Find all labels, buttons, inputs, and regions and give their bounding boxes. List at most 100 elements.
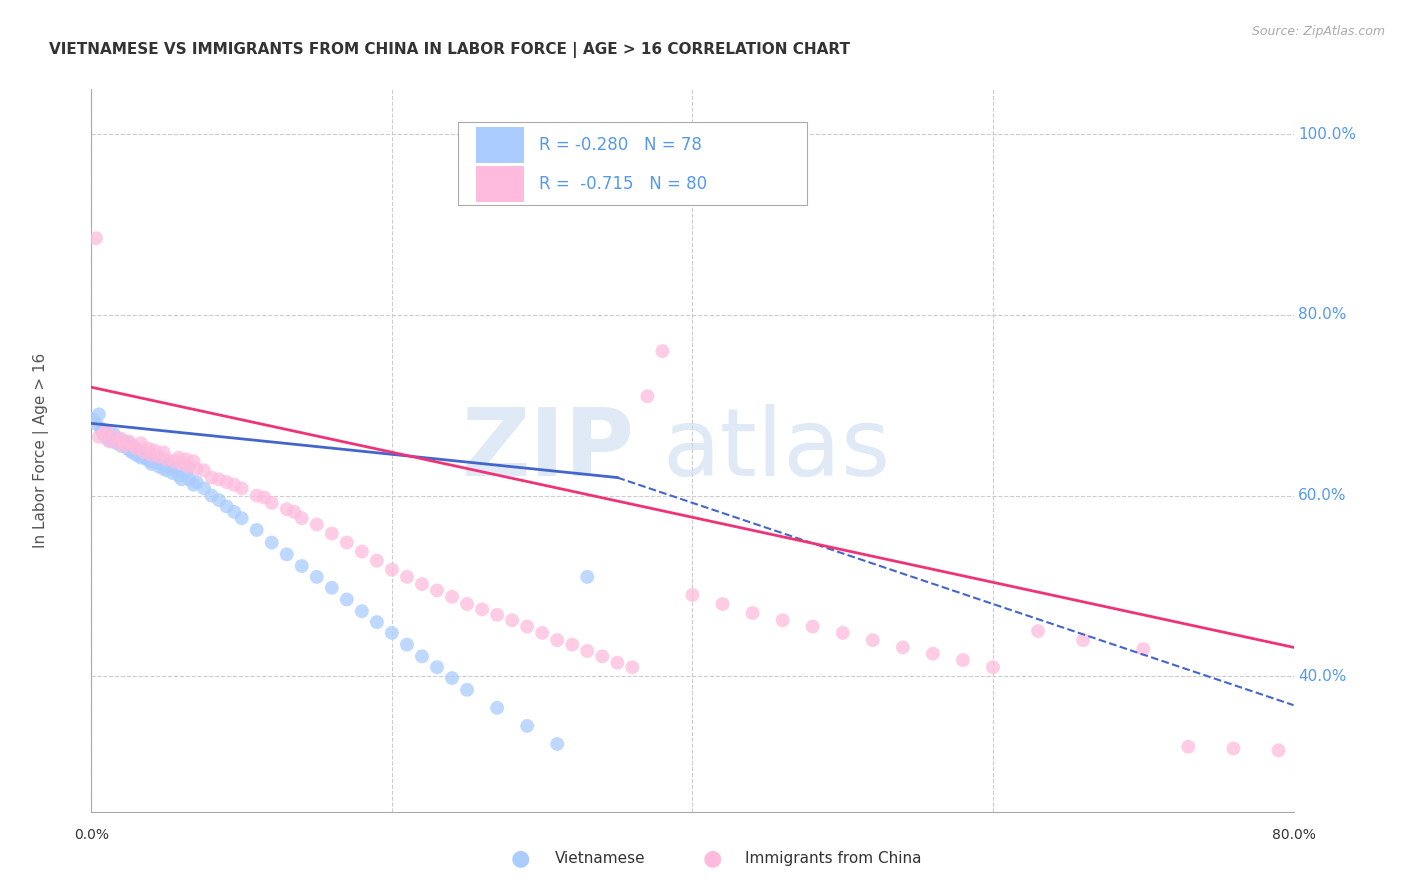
Point bbox=[114, 436, 136, 450]
Point bbox=[193, 463, 215, 477]
Point bbox=[141, 457, 163, 471]
Point bbox=[162, 466, 184, 480]
Point bbox=[138, 448, 160, 462]
Text: R = -0.280   N = 78: R = -0.280 N = 78 bbox=[538, 136, 702, 154]
Point bbox=[276, 502, 298, 516]
Point bbox=[159, 457, 181, 471]
Point bbox=[1026, 624, 1049, 638]
Point bbox=[111, 434, 134, 449]
Point bbox=[141, 448, 163, 462]
Point bbox=[170, 472, 193, 486]
Point bbox=[163, 454, 186, 468]
Point bbox=[336, 535, 359, 549]
Point bbox=[336, 592, 359, 607]
Point bbox=[148, 459, 170, 474]
Point bbox=[922, 647, 945, 661]
Point bbox=[395, 638, 418, 652]
Point bbox=[546, 737, 568, 751]
Point bbox=[772, 613, 794, 627]
Point bbox=[440, 590, 463, 604]
Text: ●: ● bbox=[703, 848, 723, 868]
Point bbox=[143, 450, 166, 465]
Point bbox=[516, 719, 538, 733]
Point bbox=[426, 583, 449, 598]
Point bbox=[606, 656, 628, 670]
Point bbox=[174, 452, 197, 467]
Point bbox=[149, 454, 172, 468]
Point bbox=[132, 445, 155, 459]
Point bbox=[93, 427, 115, 442]
Point bbox=[456, 597, 478, 611]
Point bbox=[486, 701, 509, 715]
Point bbox=[350, 604, 373, 618]
Point bbox=[94, 425, 117, 440]
Point bbox=[165, 461, 187, 475]
Point bbox=[862, 633, 884, 648]
Point bbox=[411, 649, 433, 664]
Point bbox=[246, 489, 269, 503]
Text: Source: ZipAtlas.com: Source: ZipAtlas.com bbox=[1251, 25, 1385, 38]
Point bbox=[128, 448, 150, 462]
Point bbox=[136, 452, 159, 467]
Point bbox=[305, 517, 328, 532]
Point bbox=[981, 660, 1004, 674]
Point bbox=[167, 468, 190, 483]
FancyBboxPatch shape bbox=[458, 121, 807, 205]
Point bbox=[114, 439, 136, 453]
Point bbox=[651, 344, 673, 359]
Point bbox=[152, 461, 174, 475]
Point bbox=[1177, 739, 1199, 754]
Text: 100.0%: 100.0% bbox=[1298, 127, 1355, 142]
Point bbox=[82, 412, 104, 426]
Text: ●: ● bbox=[510, 848, 530, 868]
FancyBboxPatch shape bbox=[477, 127, 524, 163]
Point bbox=[118, 436, 141, 450]
Point bbox=[122, 441, 145, 455]
Text: 0.0%: 0.0% bbox=[75, 828, 108, 842]
Point bbox=[120, 443, 142, 458]
Point bbox=[1267, 743, 1289, 757]
Point bbox=[124, 445, 146, 459]
Point bbox=[426, 660, 449, 674]
Point bbox=[411, 577, 433, 591]
Point bbox=[305, 570, 328, 584]
Point bbox=[350, 544, 373, 558]
Point bbox=[110, 439, 132, 453]
Point bbox=[456, 682, 478, 697]
Point bbox=[127, 443, 149, 458]
Point bbox=[125, 442, 148, 456]
Point bbox=[105, 436, 128, 450]
Text: atlas: atlas bbox=[662, 404, 891, 497]
Point bbox=[224, 505, 246, 519]
Point bbox=[129, 436, 152, 450]
Point bbox=[1132, 642, 1154, 657]
Point bbox=[117, 442, 139, 456]
Point bbox=[170, 457, 193, 471]
Point bbox=[148, 450, 170, 464]
Point bbox=[177, 459, 200, 474]
Point bbox=[84, 417, 107, 431]
Point bbox=[215, 475, 238, 489]
Point bbox=[103, 430, 125, 444]
Point bbox=[381, 626, 404, 640]
Point bbox=[201, 470, 224, 484]
Point bbox=[125, 448, 148, 462]
Point bbox=[291, 559, 314, 574]
Point bbox=[107, 432, 129, 446]
Text: Vietnamese: Vietnamese bbox=[555, 851, 645, 865]
Point bbox=[381, 563, 404, 577]
Point bbox=[531, 626, 554, 640]
Point bbox=[224, 477, 246, 491]
Text: 80.0%: 80.0% bbox=[1298, 308, 1347, 323]
Point bbox=[96, 424, 118, 438]
Point bbox=[741, 606, 763, 620]
Point bbox=[576, 644, 599, 658]
Point bbox=[177, 472, 200, 486]
Point bbox=[138, 442, 160, 456]
Point bbox=[131, 445, 153, 459]
Point bbox=[84, 231, 107, 245]
Point bbox=[440, 671, 463, 685]
Point bbox=[546, 633, 568, 648]
Text: ZIP: ZIP bbox=[461, 404, 634, 497]
Point bbox=[591, 649, 613, 664]
